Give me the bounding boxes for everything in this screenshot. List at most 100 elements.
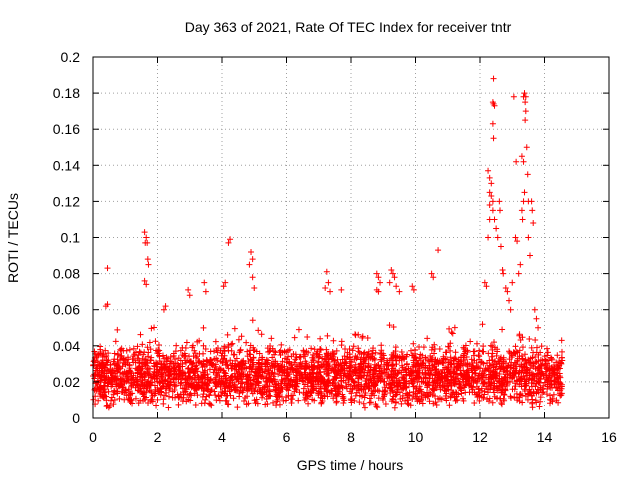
data-point [177,391,184,398]
data-point [256,386,263,393]
data-point [490,135,497,142]
data-point [314,359,321,366]
data-point [198,400,205,407]
data-point [333,399,340,406]
data-point [481,279,488,286]
data-point [370,375,377,382]
data-point [269,345,276,352]
data-point [215,392,222,399]
data-point [478,376,485,383]
data-point [466,382,473,389]
data-point [360,350,367,357]
data-point [152,390,159,397]
data-point [490,371,497,378]
data-point [426,375,433,382]
data-point [109,381,116,388]
data-point [225,342,232,349]
data-point [232,387,239,394]
data-point [416,383,423,390]
data-point [393,375,400,382]
data-point [227,392,234,399]
data-point [285,359,292,366]
data-point [308,345,315,352]
data-point [268,378,275,385]
data-point [528,370,535,377]
data-point [189,342,196,349]
data-point [359,373,366,380]
data-point [316,363,323,370]
data-point [236,375,243,382]
data-point [489,343,496,350]
data-point [268,335,275,342]
data-point [249,274,256,281]
data-point [347,388,354,395]
data-point [141,229,148,236]
data-point [126,396,133,403]
data-point [477,365,484,372]
data-point [488,353,495,360]
data-point [533,315,540,322]
data-point [134,380,141,387]
data-point [245,374,252,381]
data-point [468,356,475,363]
data-point [256,366,263,373]
data-point [524,396,531,403]
axis-ticks: 0 2 4 6 8 10 12 14 16 0 0.02 0.04 0.06 0.08 0.1 0.12 0.1… [53,49,617,445]
data-point [456,384,463,391]
data-point [529,400,536,407]
data-point [344,349,351,356]
data-point [97,346,104,353]
data-point [428,270,435,277]
data-point [95,397,102,404]
data-point [101,392,108,399]
data-point [493,225,500,232]
data-point [443,349,450,356]
data-point [364,335,371,342]
data-point [236,393,243,400]
data-point [192,366,199,373]
data-point [156,378,163,385]
data-point [279,358,286,365]
data-point [388,351,395,358]
data-point [520,93,527,100]
data-point [378,342,385,349]
data-point [500,270,507,277]
data-point [446,379,453,386]
data-point [430,274,437,281]
data-point [345,381,352,388]
data-point [147,388,154,395]
data-point [549,366,556,373]
data-point [283,349,290,356]
data-point [530,390,537,397]
data-point [491,382,498,389]
data-point [271,386,278,393]
data-point [524,372,531,379]
data-point [498,354,505,361]
data-point [350,370,357,377]
data-point [117,346,124,353]
data-point [427,352,434,359]
data-point [399,352,406,359]
data-point [392,398,399,405]
data-point [101,367,108,374]
data-point [537,394,544,401]
data-point [498,401,505,408]
data-point [522,117,529,124]
data-point [424,335,431,342]
data-point [355,374,362,381]
data-point [236,388,243,395]
data-point [194,338,201,345]
data-point [469,359,476,366]
data-point [451,368,458,375]
data-point [243,379,250,386]
data-point [277,351,284,358]
data-point [224,401,231,408]
data-point [198,385,205,392]
data-point [233,376,240,383]
y-tick-label: 0 [72,410,80,426]
data-point [177,347,184,354]
data-point [147,379,154,386]
data-point [255,357,262,364]
data-point [388,384,395,391]
data-point [519,344,526,351]
